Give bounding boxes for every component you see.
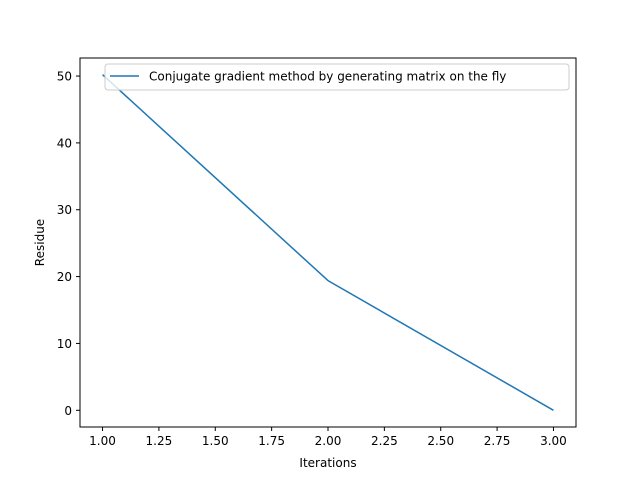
series-line-0 — [102, 74, 554, 411]
x-tick-label: 1.50 — [202, 434, 229, 448]
x-axis-ticks: 1.00 1.25 1.50 1.75 2.00 2.25 2.50 2.75 3.00 — [89, 427, 567, 448]
x-tick-label: 1.00 — [89, 434, 116, 448]
y-tick-label: 20 — [57, 270, 72, 284]
x-tick-label: 2.50 — [427, 434, 454, 448]
plot-layer — [102, 74, 554, 411]
x-tick-label: 3.00 — [540, 434, 567, 448]
y-axis-ticks: 0 10 20 30 40 50 — [57, 70, 80, 418]
x-tick-label: 2.00 — [315, 434, 342, 448]
y-tick-label: 50 — [57, 70, 72, 84]
x-tick-label: 2.25 — [371, 434, 398, 448]
y-tick-label: 10 — [57, 337, 72, 351]
y-tick-label: 0 — [64, 404, 72, 418]
legend-label: Conjugate gradient method by generating … — [149, 70, 506, 84]
y-tick-label: 40 — [57, 136, 72, 150]
x-axis-label: Iterations — [299, 456, 356, 470]
x-tick-label: 1.75 — [258, 434, 285, 448]
x-tick-label: 2.75 — [484, 434, 511, 448]
legend-box — [104, 63, 570, 91]
x-tick-label: 1.25 — [146, 434, 173, 448]
y-tick-label: 30 — [57, 203, 72, 217]
legend: Conjugate gradient method by generating … — [104, 63, 570, 91]
y-axis-label: Residue — [33, 219, 47, 266]
